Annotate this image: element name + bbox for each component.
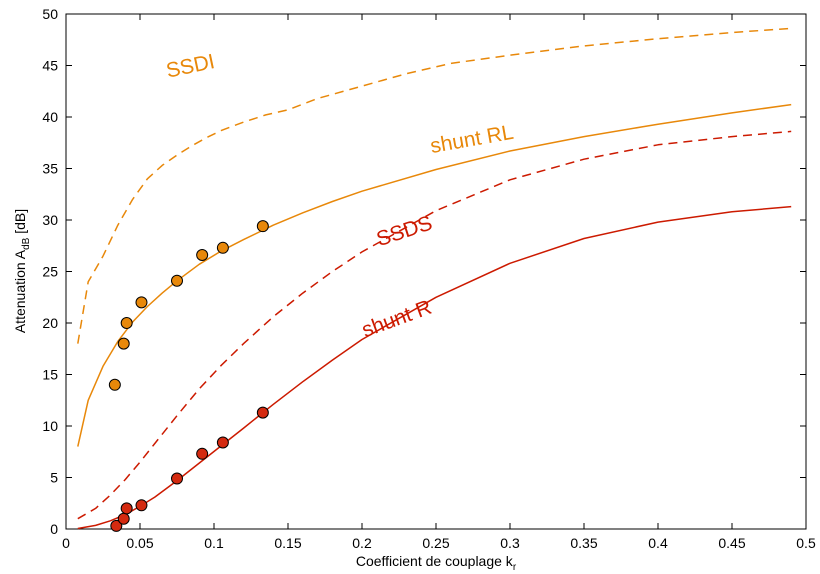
y-tick-label-3: 15 — [42, 367, 58, 383]
marker-layer — [108, 220, 269, 532]
marker-point-4-4 — [171, 274, 183, 287]
x-axis-label: Coefficient de couplage kr — [356, 553, 517, 573]
marker-point-4-2 — [120, 317, 133, 329]
x-tick-label-8: 0.4 — [648, 535, 668, 551]
y-tick-label-4: 20 — [42, 315, 58, 331]
x-tick-label-6: 0.3 — [500, 535, 520, 551]
y-tick-label-8: 40 — [42, 109, 58, 125]
y-tick-label-1: 5 — [50, 470, 58, 486]
y-tick-label-2: 10 — [42, 418, 58, 434]
x-axis: 0 0.05 0.1 0.15 0.2 0.25 0.3 0.35 0.4 0.45 0.5 — [62, 14, 816, 551]
marker-point-4-6 — [216, 241, 229, 254]
x-tick-label-3: 0.15 — [274, 535, 301, 551]
x-tick-label-10: 0.5 — [796, 535, 816, 551]
marker-point-5-7 — [256, 406, 269, 419]
x-tick-label-4: 0.2 — [352, 535, 372, 551]
x-tick-label-5: 0.25 — [422, 535, 449, 551]
marker-point-5-5 — [196, 447, 209, 460]
marker-point-4-1 — [117, 337, 130, 350]
y-tick-label-0: 0 — [50, 521, 58, 537]
marker-point-4-5 — [196, 249, 209, 262]
x-tick-label-7: 0.35 — [570, 535, 597, 551]
marker-point-5-4 — [171, 472, 183, 485]
y-tick-label-6: 30 — [42, 212, 58, 228]
marker-point-5-1 — [117, 512, 130, 525]
marker-point-5-2 — [120, 502, 133, 515]
x-tick-label-2: 0.1 — [204, 535, 224, 551]
marker-point-4-3 — [135, 296, 148, 309]
marker-point-4-0 — [108, 378, 121, 391]
y-tick-label-7: 35 — [42, 161, 58, 177]
x-tick-label-0: 0 — [62, 535, 70, 551]
marker-point-5-3 — [135, 499, 148, 512]
series-line-ssds — [77, 130, 792, 520]
marker-point-5-0 — [110, 519, 123, 532]
series-line-shunt-rl — [77, 103, 792, 447]
y-axis-label: Attenuation AdB [dB] — [12, 209, 32, 333]
y-axis: 0 5 10 15 20 25 30 35 40 45 50 — [42, 6, 806, 537]
marker-point-4-7 — [256, 220, 269, 233]
y-tick-label-5: 25 — [42, 264, 58, 280]
x-tick-label-9: 0.45 — [718, 535, 745, 551]
plot-area — [65, 13, 807, 530]
marker-point-5-6 — [216, 436, 229, 449]
y-tick-label-9: 45 — [42, 58, 58, 74]
x-tick-label-1: 0.05 — [126, 535, 153, 551]
y-tick-label-10: 50 — [42, 6, 58, 22]
